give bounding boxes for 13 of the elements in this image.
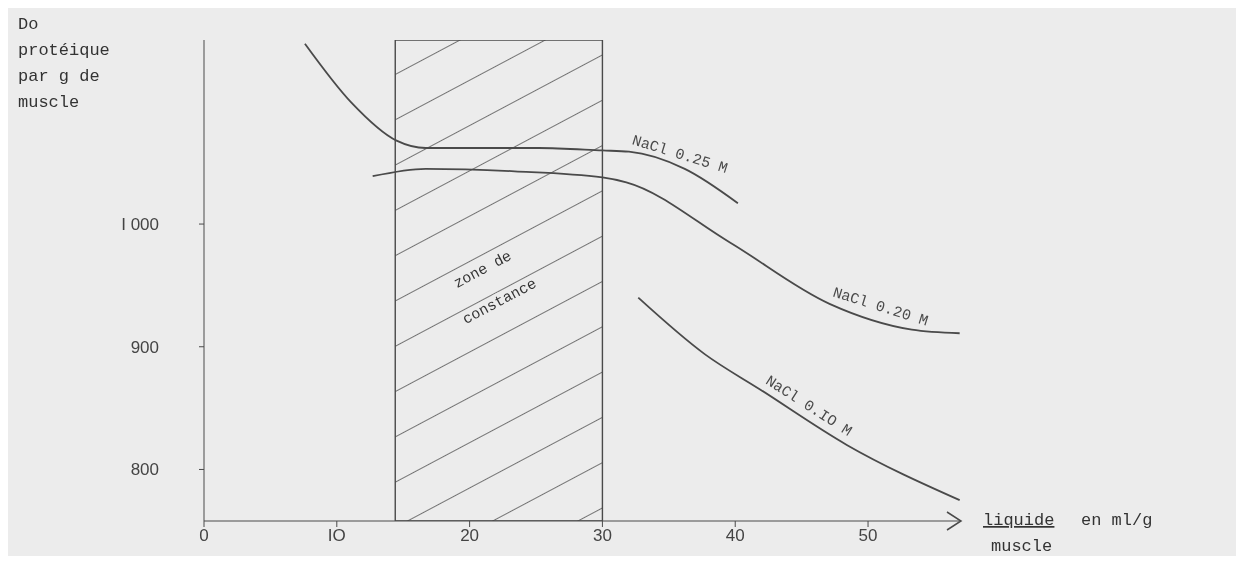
text: NaCl 0.25 M <box>629 132 730 178</box>
y-tick-label: I 000 <box>121 215 159 235</box>
x-tick-label: 30 <box>592 526 612 546</box>
text: NaCl 0.20 M <box>830 284 931 331</box>
x-tick-label: 20 <box>460 526 480 546</box>
x-tick-label: 50 <box>858 526 878 546</box>
x-tick-label: 0 <box>199 526 209 546</box>
y-tick-label: 900 <box>130 337 159 357</box>
y-tick-label: 800 <box>130 460 159 480</box>
text: liquide en ml/g muscle <box>983 511 1153 556</box>
x-tick-label: 40 <box>725 526 745 546</box>
y-axis-title: Do protéique par g de muscle <box>18 14 111 114</box>
x-tick-label: IO <box>327 526 346 546</box>
